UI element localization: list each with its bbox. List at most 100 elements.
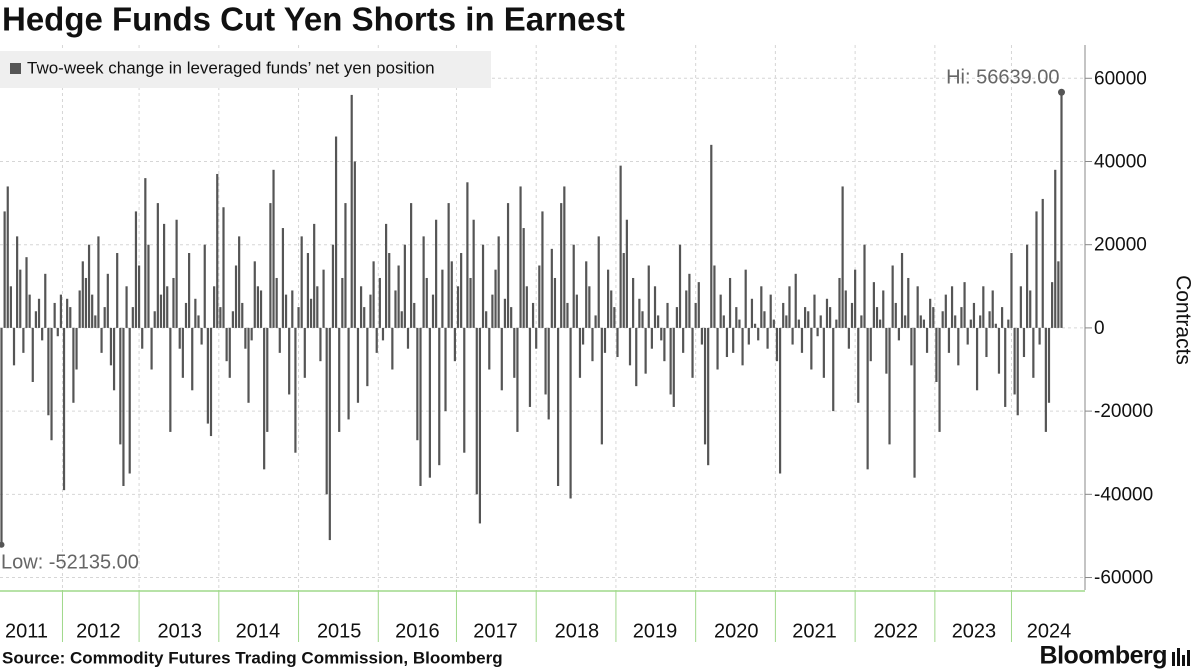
bar <box>760 286 763 328</box>
bar <box>1022 327 1026 358</box>
bar <box>331 244 335 328</box>
bar <box>979 315 982 328</box>
bar <box>375 327 378 353</box>
legend-box <box>0 51 491 88</box>
bar <box>829 307 832 328</box>
y-tick-label: 60000 <box>1094 68 1147 89</box>
bar <box>757 327 760 341</box>
bar <box>197 315 200 328</box>
bar <box>803 307 807 328</box>
bar <box>657 315 660 328</box>
bar <box>3 211 6 328</box>
bar <box>625 219 628 328</box>
x-tick-label: 2017 <box>473 620 518 642</box>
bar <box>303 327 306 378</box>
bar <box>566 302 569 328</box>
bar <box>456 286 460 328</box>
bar <box>175 219 178 328</box>
bar <box>975 327 979 391</box>
bar <box>635 327 638 387</box>
bar <box>738 319 741 328</box>
bar <box>947 327 951 353</box>
bar <box>544 327 547 395</box>
bar <box>34 311 37 328</box>
bar <box>410 203 413 328</box>
bar <box>581 327 585 345</box>
bar <box>347 327 350 420</box>
bar <box>941 311 944 328</box>
bar <box>309 298 313 328</box>
bar <box>488 327 491 370</box>
bar <box>266 327 269 432</box>
bar <box>272 169 275 328</box>
bar <box>300 236 303 328</box>
bar <box>69 307 72 328</box>
bar <box>894 302 897 328</box>
bar <box>600 327 603 445</box>
bar <box>494 269 497 328</box>
bar <box>491 294 494 328</box>
bar <box>1041 198 1044 328</box>
bar <box>381 327 385 341</box>
bar <box>200 327 203 345</box>
bar <box>178 327 181 349</box>
bar <box>250 327 253 341</box>
bar <box>334 136 338 328</box>
bar <box>453 327 456 362</box>
bar <box>860 315 863 328</box>
x-tick-label: 2011 <box>5 620 48 642</box>
bar <box>794 273 797 328</box>
bar <box>578 327 582 378</box>
bar <box>444 327 447 412</box>
bar <box>879 319 882 328</box>
bar <box>522 228 525 328</box>
bar <box>1000 307 1004 328</box>
bar <box>535 327 538 349</box>
bar <box>835 319 838 328</box>
bar <box>556 327 560 486</box>
bar <box>194 298 197 328</box>
bar <box>791 327 794 345</box>
bar <box>644 327 647 374</box>
bar <box>1010 253 1013 328</box>
bar <box>144 178 147 328</box>
bar <box>594 315 597 328</box>
bar <box>985 327 988 358</box>
bar <box>134 211 138 328</box>
bar <box>669 327 672 395</box>
bar <box>972 302 976 328</box>
bar <box>281 228 285 328</box>
bar <box>428 327 431 478</box>
bar <box>385 223 388 328</box>
bar <box>78 290 81 328</box>
bar <box>694 302 697 328</box>
bar <box>31 327 34 382</box>
bar <box>188 253 191 328</box>
bar <box>472 219 475 328</box>
bar <box>822 327 825 378</box>
bar <box>125 286 128 328</box>
bar <box>1029 290 1032 328</box>
bar <box>137 265 141 328</box>
bar <box>84 277 88 328</box>
bar <box>663 327 666 362</box>
bar <box>366 327 369 387</box>
bar <box>81 261 84 328</box>
bar <box>935 327 938 382</box>
bar <box>1035 211 1038 328</box>
bar <box>87 244 91 328</box>
brand: Bloomberg <box>1040 642 1167 670</box>
bar <box>707 327 710 466</box>
bar <box>416 327 419 441</box>
x-tick-label: 2020 <box>714 620 759 642</box>
bar <box>106 273 109 328</box>
bar <box>463 327 466 453</box>
bar <box>1044 327 1047 432</box>
bar <box>797 319 800 328</box>
bar <box>481 244 485 328</box>
bar <box>510 307 513 328</box>
bar <box>422 236 425 328</box>
bar <box>419 327 422 486</box>
bar <box>238 236 241 328</box>
